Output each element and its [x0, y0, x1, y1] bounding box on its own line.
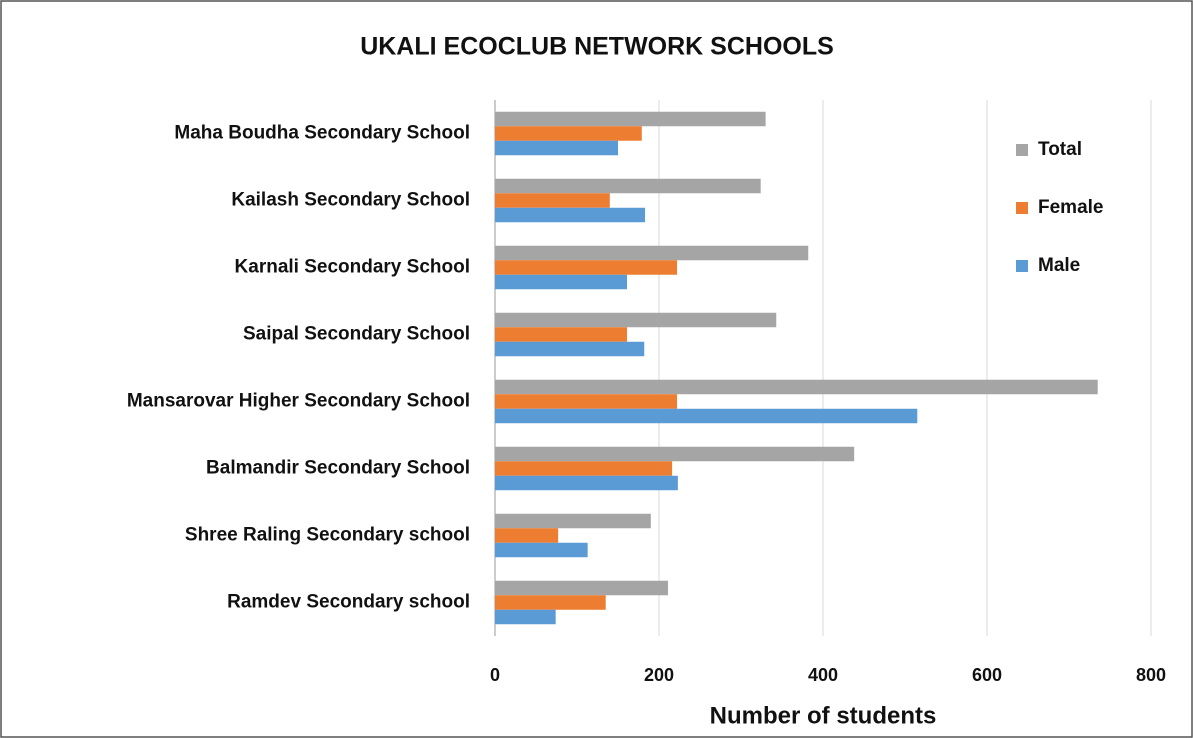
y-tick-label: Karnali Secondary School	[235, 257, 470, 278]
y-tick-label: Kailash Secondary School	[231, 190, 470, 211]
bar	[495, 528, 559, 543]
y-tick-label: Maha Boudha Secondary School	[174, 123, 470, 144]
bar	[495, 475, 678, 491]
x-tick-label: 600	[972, 665, 1002, 685]
bar	[495, 379, 1098, 395]
legend-swatch	[1016, 202, 1028, 214]
x-axis-title: Number of students	[710, 702, 937, 729]
bar	[495, 580, 669, 596]
bar	[495, 461, 673, 476]
bar	[495, 178, 761, 194]
legend-label: Male	[1038, 255, 1080, 276]
legend-swatch	[1016, 144, 1028, 156]
bar	[495, 394, 678, 409]
chart-title: UKALI ECOCLUB NETWORK SCHOOLS	[360, 33, 834, 61]
bar	[495, 111, 766, 127]
bar	[495, 595, 606, 610]
bar	[495, 609, 556, 625]
bar	[495, 542, 588, 558]
x-tick-label: 400	[808, 665, 838, 685]
bar	[495, 408, 918, 424]
bar	[495, 245, 809, 261]
bar	[495, 140, 618, 156]
y-tick-label: Saipal Secondary School	[243, 324, 470, 345]
legend-label: Total	[1038, 139, 1082, 160]
bar	[495, 126, 642, 141]
bar	[495, 260, 678, 275]
bar	[495, 327, 628, 342]
bar	[495, 446, 855, 462]
bar	[495, 193, 610, 208]
bar	[495, 274, 628, 290]
y-tick-label: Ramdev Secondary school	[227, 592, 470, 613]
x-tick-label: 800	[1136, 665, 1166, 685]
legend-label: Female	[1038, 197, 1103, 218]
bar	[495, 513, 651, 529]
y-tick-label: Mansarovar Higher Secondary School	[127, 391, 470, 412]
y-tick-label: Balmandir Secondary School	[206, 458, 470, 479]
legend-swatch	[1016, 260, 1028, 272]
bar	[495, 341, 645, 357]
y-tick-label: Shree Raling Secondary school	[185, 525, 470, 546]
x-tick-label: 0	[490, 665, 500, 685]
bar	[495, 207, 646, 223]
x-tick-label: 200	[644, 665, 674, 685]
bar	[495, 312, 777, 328]
